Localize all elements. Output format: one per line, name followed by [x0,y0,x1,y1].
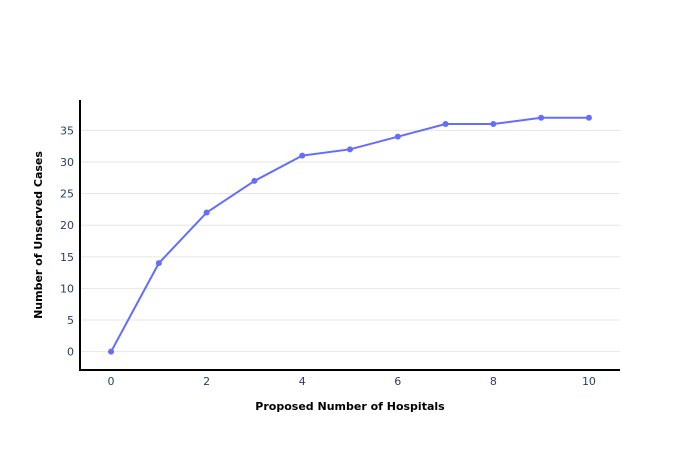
y-tick-label: 15 [60,251,74,264]
y-tick-label: 0 [67,346,74,359]
x-tick-label: 6 [394,375,401,388]
x-tick-label: 2 [203,375,210,388]
y-tick-labels: 0 5 10 15 20 25 30 35 [60,124,74,358]
data-point [299,152,306,159]
data-point [347,146,353,153]
x-tick-label: 0 [108,375,115,388]
y-tick-label: 20 [60,219,74,232]
y-tick-label: 5 [67,314,74,327]
data-point [394,133,401,140]
series-layer [108,114,592,355]
data-point [155,260,162,267]
x-tick-label: 8 [490,375,497,388]
grid-layer [80,129,620,353]
y-tick-label: 30 [60,156,74,169]
data-point [203,209,210,216]
series-line [110,116,589,353]
x-tick-label: 4 [299,375,306,388]
data-point [251,177,258,184]
data-point [538,114,545,121]
data-point [585,114,592,121]
y-tick-label: 25 [60,188,74,201]
x-axis-title: Proposed Number of Hospitals [255,400,445,413]
data-point [108,348,115,355]
y-tick-label: 10 [60,282,74,295]
axis-layer [79,100,620,371]
y-axis-title: Number of Unserved Cases [32,151,45,319]
data-point [490,121,497,128]
y-tick-label: 35 [60,124,74,137]
data-point [442,121,449,128]
x-tick-label: 10 [582,375,596,388]
x-tick-labels: 0 2 4 6 8 10 [108,375,596,388]
